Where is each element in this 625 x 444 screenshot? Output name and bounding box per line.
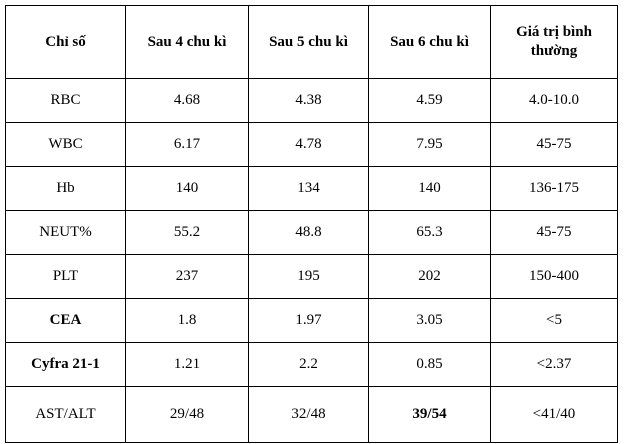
- table-body: RBC 4.68 4.38 4.59 4.0-10.0 WBC 6.17 4.78 7.95 45…: [5, 78, 618, 443]
- cell: 4.59: [368, 78, 491, 123]
- cell: 29/48: [125, 386, 249, 443]
- cell: 0.85: [368, 342, 491, 387]
- header-cell: Sau 4 chu kì: [125, 5, 249, 79]
- cell: <2.37: [490, 342, 618, 387]
- cell: 7.95: [368, 122, 491, 167]
- cell: 1.8: [125, 298, 249, 343]
- table-row: NEUT% 55.2 48.8 65.3 45-75: [5, 210, 618, 255]
- table-row: Hb 140 134 140 136-175: [5, 166, 618, 211]
- cell: 48.8: [248, 210, 369, 255]
- cell: 55.2: [125, 210, 249, 255]
- cell: <5: [490, 298, 618, 343]
- row-label: CEA: [5, 298, 126, 343]
- table-row: AST/ALT 29/48 32/48 39/54 <41/40: [5, 386, 618, 443]
- header-row: Chỉ số Sau 4 chu kì Sau 5 chu kì Sau 6 chu …: [5, 5, 618, 79]
- cell: 3.05: [368, 298, 491, 343]
- cell: 6.17: [125, 122, 249, 167]
- cell: 2.2: [248, 342, 369, 387]
- cell: 1.97: [248, 298, 369, 343]
- cell: 136-175: [490, 166, 618, 211]
- cell: 39/54: [368, 386, 491, 443]
- header-cell: Chỉ số: [5, 5, 126, 79]
- table-header: Chỉ số Sau 4 chu kì Sau 5 chu kì Sau 6 chu …: [5, 5, 618, 79]
- cell: 150-400: [490, 254, 618, 299]
- row-label: Hb: [5, 166, 126, 211]
- cell: 45-75: [490, 210, 618, 255]
- row-label: PLT: [5, 254, 126, 299]
- cell: 4.78: [248, 122, 369, 167]
- cell: 65.3: [368, 210, 491, 255]
- header-cell: Sau 6 chu kì: [368, 5, 491, 79]
- cell: 4.68: [125, 78, 249, 123]
- results-table: Chỉ số Sau 4 chu kì Sau 5 chu kì Sau 6 chu …: [5, 5, 618, 443]
- row-label: WBC: [5, 122, 126, 167]
- row-label: RBC: [5, 78, 126, 123]
- cell: 202: [368, 254, 491, 299]
- table-row: Cyfra 21-1 1.21 2.2 0.85 <2.37: [5, 342, 618, 387]
- cell: 237: [125, 254, 249, 299]
- cell: 4.0-10.0: [490, 78, 618, 123]
- table-row: WBC 6.17 4.78 7.95 45-75: [5, 122, 618, 167]
- cell: 134: [248, 166, 369, 211]
- cell: <41/40: [490, 386, 618, 443]
- cell: 195: [248, 254, 369, 299]
- cell: 140: [368, 166, 491, 211]
- header-cell: Giá trị bình thường: [490, 5, 618, 79]
- cell: 1.21: [125, 342, 249, 387]
- row-label: NEUT%: [5, 210, 126, 255]
- cell: 4.38: [248, 78, 369, 123]
- table-row: RBC 4.68 4.38 4.59 4.0-10.0: [5, 78, 618, 123]
- row-label: AST/ALT: [5, 386, 126, 443]
- row-label: Cyfra 21-1: [5, 342, 126, 387]
- cell: 140: [125, 166, 249, 211]
- table-row: CEA 1.8 1.97 3.05 <5: [5, 298, 618, 343]
- cell: 45-75: [490, 122, 618, 167]
- cell: 32/48: [248, 386, 369, 443]
- header-cell: Sau 5 chu kì: [248, 5, 369, 79]
- table-row: PLT 237 195 202 150-400: [5, 254, 618, 299]
